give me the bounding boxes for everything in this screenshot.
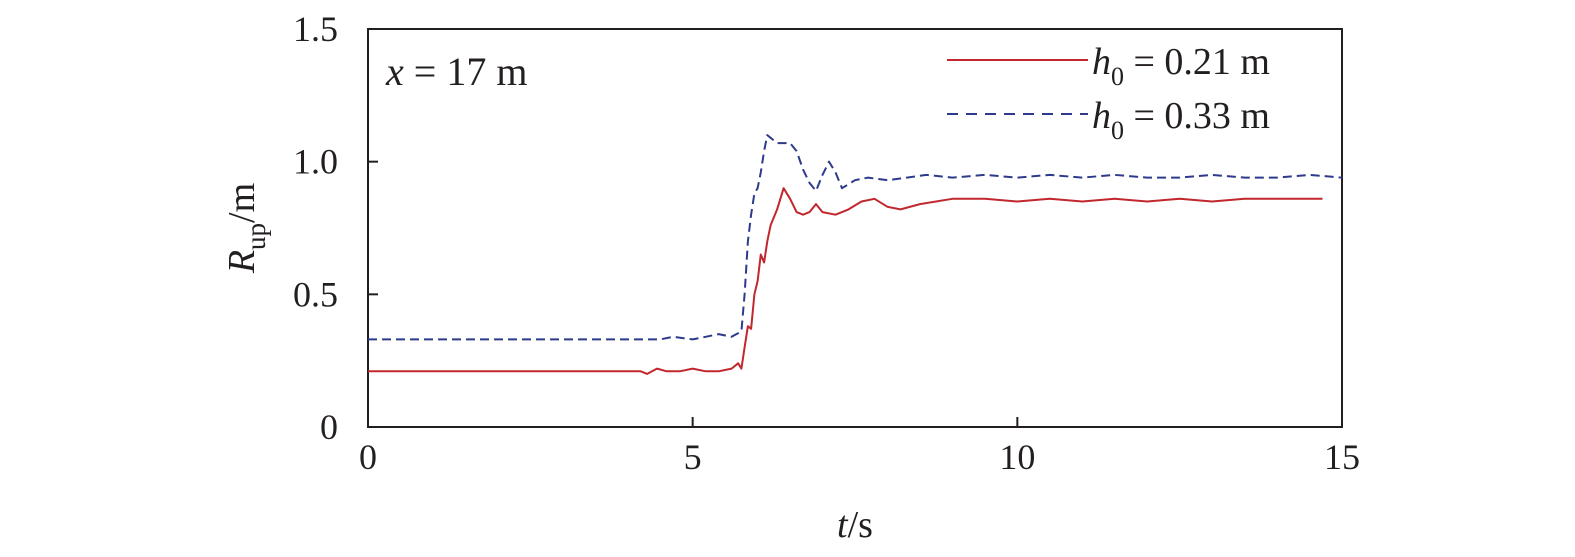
y-tick-label: 1.5 xyxy=(293,9,338,49)
x-tick-label: 5 xyxy=(684,437,702,477)
y-tick-label: 0.5 xyxy=(293,274,338,314)
y-tick-label: 1.0 xyxy=(293,142,338,182)
legend-label-2: h0 = 0.33 m xyxy=(1092,95,1270,145)
y-tick-label: 0 xyxy=(320,407,338,447)
text-layer: 0 5 10 15 0 0.5 1.0 1.5 h0 = 0.21 mh0 = 0.33 m x … xyxy=(221,9,1360,546)
plot-frame xyxy=(367,28,1343,428)
x-axis-label: t/s xyxy=(837,504,873,546)
y-axis-label: Rup/m xyxy=(221,183,271,274)
series-line-2 xyxy=(368,134,1343,341)
annotation: x = 17 m xyxy=(385,49,527,94)
x-tick-label: 0 xyxy=(359,437,377,477)
series-layer xyxy=(368,134,1343,375)
axes xyxy=(367,28,1343,428)
legend-label-1: h0 = 0.21 m xyxy=(1092,41,1270,91)
series-line-1 xyxy=(368,187,1323,375)
x-tick-label: 15 xyxy=(1324,437,1360,477)
x-tick-label: 10 xyxy=(999,437,1035,477)
